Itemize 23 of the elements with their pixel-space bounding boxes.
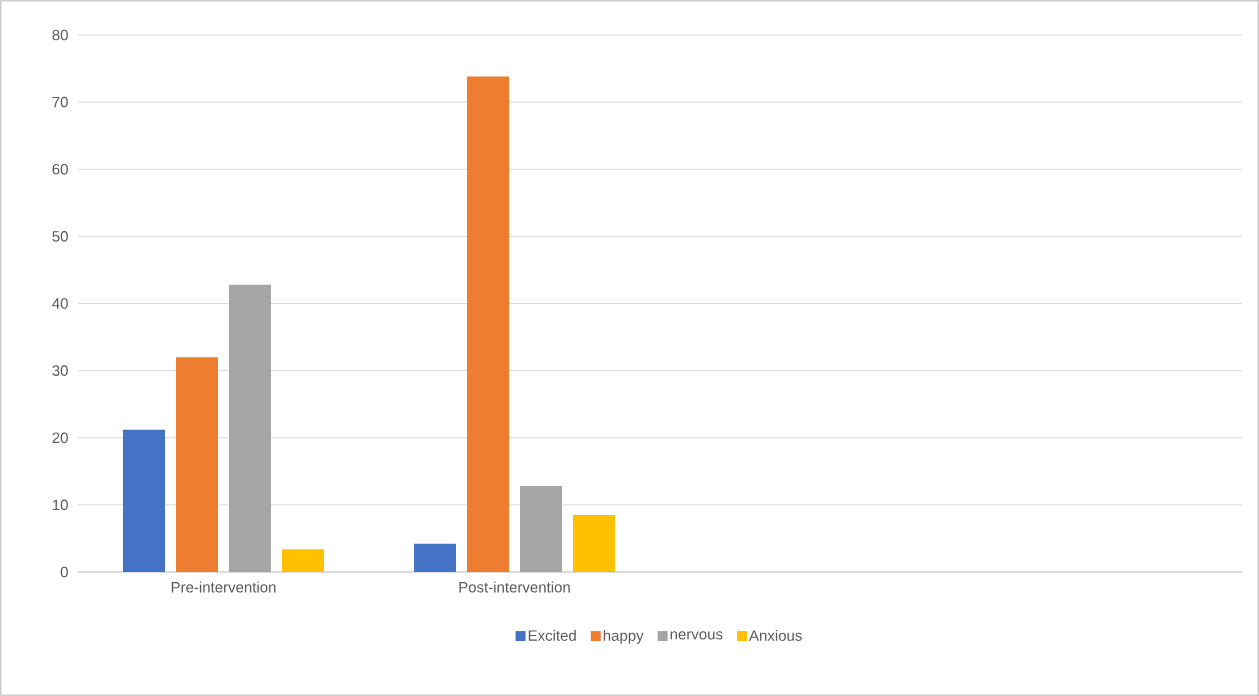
- bar: [413, 543, 456, 572]
- legend-label: happy: [603, 629, 644, 644]
- legend-label: nervous: [670, 631, 723, 640]
- y-tick-label: 50: [52, 231, 68, 242]
- y-tick-label: 10: [52, 499, 68, 511]
- y-tick-label: 70: [52, 96, 68, 108]
- bar: [176, 357, 218, 572]
- x-tick-label: Post-intervention: [459, 581, 570, 593]
- legend-label: Anxious: [749, 629, 802, 641]
- bar: [229, 284, 271, 572]
- bar: [123, 429, 165, 572]
- bar: [572, 514, 615, 572]
- x-tick-label: Pre-intervention: [171, 581, 276, 593]
- bar: [466, 76, 509, 572]
- y-tick-label: 60: [52, 163, 68, 175]
- bar: [282, 549, 324, 572]
- y-tick-label: 30: [52, 365, 68, 376]
- bar: [519, 486, 562, 572]
- y-tick-label: 0: [60, 566, 68, 578]
- legend-label: Excited: [528, 629, 576, 641]
- y-tick-label: 80: [52, 29, 68, 41]
- y-tick-label: 40: [52, 298, 68, 309]
- y-tick-label: 20: [52, 432, 68, 444]
